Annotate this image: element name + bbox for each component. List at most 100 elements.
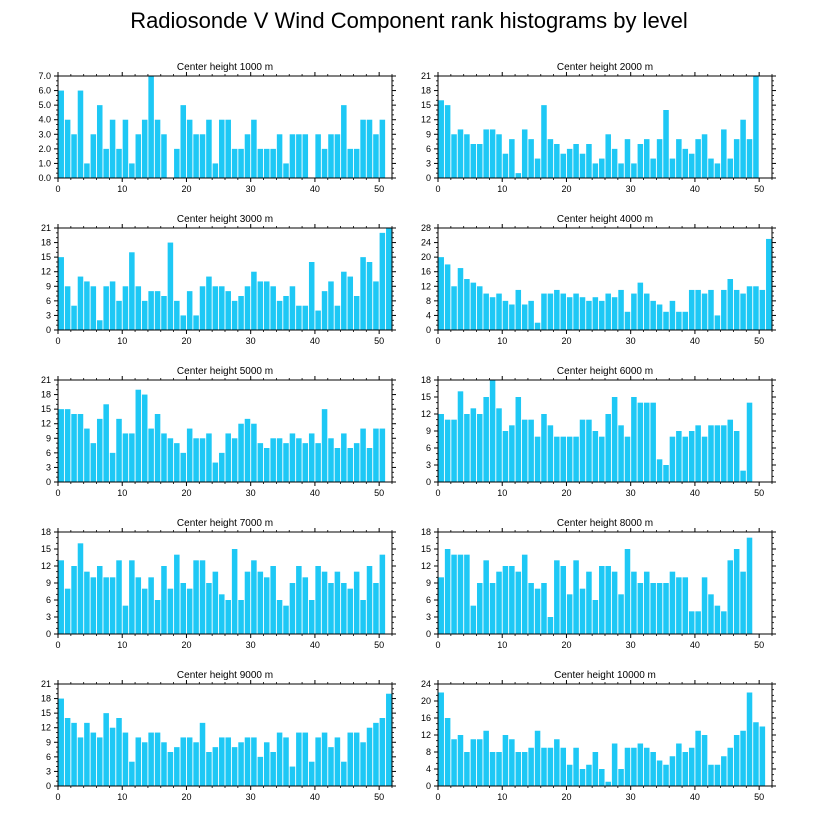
bar [721, 129, 727, 178]
bar [708, 289, 714, 330]
bar [554, 436, 560, 482]
x-tick-label: 30 [626, 640, 636, 650]
bar [180, 105, 187, 178]
y-tick-label: 6 [426, 144, 431, 154]
bar [64, 286, 71, 330]
bar [554, 289, 560, 330]
bar [483, 293, 489, 330]
bar [528, 747, 534, 786]
bar [650, 158, 656, 178]
bar [251, 423, 257, 482]
bar [733, 139, 740, 178]
x-tick-label: 40 [310, 640, 320, 650]
bar [84, 722, 90, 786]
x-tick-label: 10 [497, 488, 507, 498]
bar [656, 760, 663, 786]
bar [373, 281, 379, 330]
y-tick-label: 4 [426, 764, 431, 774]
x-tick-label: 30 [626, 336, 636, 346]
bar [315, 443, 321, 482]
bar [457, 391, 464, 482]
bar [334, 737, 341, 786]
bar [753, 722, 759, 786]
bar [366, 566, 373, 634]
bar [161, 742, 167, 786]
bar [688, 153, 695, 178]
bar [302, 577, 309, 634]
bar [238, 600, 244, 634]
y-tick-label: 21 [421, 71, 431, 81]
bar [148, 577, 154, 634]
bar [103, 286, 109, 330]
bar [379, 232, 386, 330]
bar [509, 566, 515, 634]
bar [496, 408, 502, 482]
bar [193, 438, 199, 482]
bar [225, 291, 231, 330]
bar [733, 289, 740, 330]
bar [502, 300, 509, 330]
bar [682, 148, 689, 178]
bar [502, 735, 509, 786]
y-tick-label: 12 [421, 115, 431, 125]
bar [167, 242, 174, 330]
panel-title: Center height 3000 m [177, 214, 273, 225]
bar [244, 571, 251, 634]
bar [289, 766, 296, 786]
bar [96, 320, 103, 330]
bar [283, 296, 289, 330]
bar [721, 756, 727, 786]
bar [701, 735, 708, 786]
bar [341, 271, 347, 330]
bar [663, 583, 669, 634]
bar [347, 148, 354, 178]
y-tick-label: 6 [46, 296, 51, 306]
bar [174, 148, 180, 178]
panel-title: Center height 7000 m [177, 518, 273, 529]
y-tick-label: 0.0 [38, 173, 51, 183]
x-tick-label: 50 [374, 640, 384, 650]
bar [321, 148, 328, 178]
x-tick-label: 30 [626, 488, 636, 498]
bar [740, 571, 746, 634]
bar [759, 289, 766, 330]
x-tick-label: 0 [55, 640, 60, 650]
bar [457, 735, 464, 786]
bar [244, 134, 251, 178]
bar [579, 769, 586, 786]
bar [90, 134, 97, 178]
bar [618, 163, 624, 178]
bar [386, 228, 392, 330]
bar [90, 732, 97, 786]
bar [650, 752, 656, 786]
y-tick-label: 15 [421, 544, 431, 554]
x-tick-label: 10 [497, 184, 507, 194]
y-tick-label: 3 [426, 612, 431, 622]
bar [714, 315, 721, 330]
bar [231, 300, 238, 330]
bar [656, 583, 663, 634]
x-tick-label: 50 [374, 488, 384, 498]
bar [283, 443, 289, 482]
y-tick-label: 15 [41, 252, 51, 262]
bar [509, 304, 515, 330]
bar [605, 781, 611, 786]
bar [141, 394, 148, 482]
bar [611, 397, 618, 482]
bar [733, 549, 740, 634]
bar [554, 560, 560, 634]
bar [547, 617, 554, 634]
bar [509, 739, 515, 786]
bar [77, 737, 84, 786]
y-tick-label: 6 [426, 595, 431, 605]
bar [579, 153, 586, 178]
bar [451, 419, 457, 482]
bar [328, 438, 334, 482]
bar [212, 286, 219, 330]
panel-title: Center height 10000 m [554, 670, 656, 681]
bar [180, 452, 187, 482]
bar [727, 419, 734, 482]
bar [129, 163, 135, 178]
y-tick-label: 21 [41, 375, 51, 385]
y-tick-label: 5.0 [38, 100, 51, 110]
